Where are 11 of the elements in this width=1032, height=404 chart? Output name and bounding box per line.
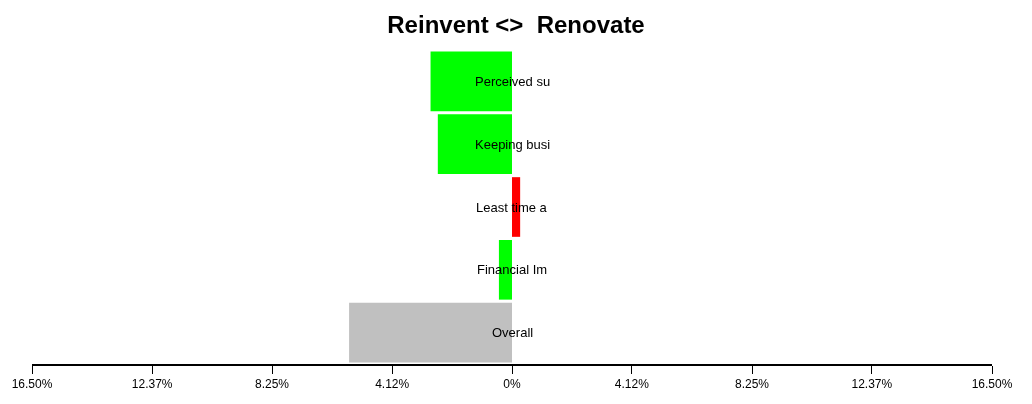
x-tick-label: 12.37%: [131, 377, 173, 392]
x-tick-label: 12.37%: [851, 377, 893, 392]
x-tick-label: 4.12%: [614, 377, 650, 392]
chart-title: Reinvent <> Renovate: [387, 10, 645, 38]
x-tick-label: 0%: [503, 377, 521, 392]
y-tick-label: Overall: [492, 325, 534, 340]
x-tick-label: 4.12%: [375, 377, 410, 392]
x-tick-label: 16.50%: [971, 377, 1013, 392]
x-tick-label: 16.50%: [11, 377, 53, 392]
x-tick-label: 8.25%: [254, 377, 290, 392]
x-tick-label: 8.25%: [734, 377, 770, 392]
